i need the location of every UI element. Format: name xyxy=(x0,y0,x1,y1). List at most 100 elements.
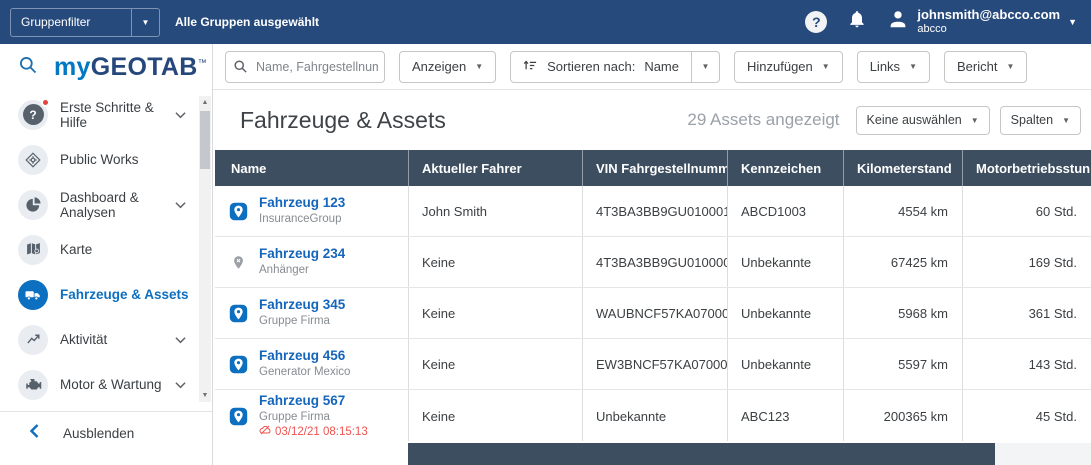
table-row[interactable]: Fahrzeug 123 InsuranceGroup John Smith 4… xyxy=(215,186,1091,237)
links-button[interactable]: Links ▼ xyxy=(856,50,930,83)
user-company: abcco xyxy=(917,23,947,36)
user-menu[interactable]: johnsmith@abcco.com abcco ▼ xyxy=(887,7,1077,36)
plate-cell: ABC123 xyxy=(727,390,843,443)
vin-cell: Unbekannte xyxy=(582,390,727,443)
location-pin-icon xyxy=(228,355,248,374)
map-icon xyxy=(18,234,48,265)
select-none-button[interactable]: Keine auswählen ▼ xyxy=(855,105,990,135)
groups-selected-text: Alle Gruppen ausgewählt xyxy=(175,15,320,29)
columns-button[interactable]: Spalten ▼ xyxy=(999,105,1081,135)
driver-cell: Keine xyxy=(408,339,582,389)
chevron-down-icon: ▼ xyxy=(909,62,917,71)
column-header-plate[interactable]: Kennzeichen xyxy=(727,150,843,186)
vin-cell: EW3BNCF57KA070000 xyxy=(582,339,727,389)
sidebar-item-label: Fahrzeuge & Assets xyxy=(60,287,189,302)
group-filter-label[interactable]: Gruppenfilter xyxy=(21,15,91,29)
search-icon[interactable] xyxy=(18,55,38,80)
search-icon xyxy=(233,59,248,79)
search-input[interactable] xyxy=(225,50,385,83)
scroll-up-icon[interactable]: ▲ xyxy=(201,99,209,106)
table-row[interactable]: Fahrzeug 345 Gruppe Firma Keine WAUBNCF5… xyxy=(215,288,1091,339)
column-header-name[interactable]: Name xyxy=(231,160,267,176)
chevron-down-icon[interactable]: ▼ xyxy=(131,8,159,36)
table-row[interactable]: Fahrzeug 456 Generator Mexico Keine EW3B… xyxy=(215,339,1091,390)
odometer-cell: 5597 km xyxy=(843,339,962,389)
top-bar: Gruppenfilter ▼ Alle Gruppen ausgewählt … xyxy=(0,0,1091,44)
scrollbar-thumb[interactable] xyxy=(200,111,210,169)
add-button[interactable]: Hinzufügen ▼ xyxy=(734,50,843,83)
odometer-cell: 67425 km xyxy=(843,237,962,287)
chevron-down-icon: ▼ xyxy=(970,115,979,125)
odometer-cell: 200365 km xyxy=(843,390,962,443)
odometer-cell: 5968 km xyxy=(843,288,962,338)
chevron-down-icon: ▼ xyxy=(475,62,484,71)
notifications-bell-icon[interactable] xyxy=(847,9,867,34)
sidebar-item-aktivitaet[interactable]: Aktivität xyxy=(0,317,212,362)
sidebar-item-public-works[interactable]: Public Works xyxy=(0,137,212,182)
user-avatar-icon xyxy=(887,8,909,35)
column-header-driver[interactable]: Aktueller Fahrer xyxy=(408,150,582,186)
show-button[interactable]: Anzeigen ▼ xyxy=(399,50,497,83)
chevron-down-icon: ▼ xyxy=(1062,115,1070,125)
plate-cell: Unbekannte xyxy=(727,237,843,287)
column-header-odometer[interactable]: Kilometerstand xyxy=(843,150,962,186)
vehicle-group: Gruppe Firma xyxy=(259,315,330,328)
cloud-off-icon xyxy=(259,424,271,440)
collapse-sidebar-button[interactable]: Ausblenden xyxy=(0,411,212,455)
engine-hours-cell: 45 Std. xyxy=(962,390,1091,443)
group-filter-dropdown[interactable]: Gruppenfilter ▼ xyxy=(10,7,160,37)
scroll-down-icon[interactable]: ▼ xyxy=(201,392,209,399)
sidebar-item-dashboard-analysen[interactable]: Dashboard & Analysen xyxy=(0,182,212,227)
sort-button[interactable]: Sortieren nach: Name xyxy=(511,52,691,82)
chevron-down-icon[interactable]: ▼ xyxy=(691,51,719,82)
location-pin-icon xyxy=(228,202,248,221)
vehicle-name-link[interactable]: Fahrzeug 345 xyxy=(259,297,346,313)
vehicle-group: InsuranceGroup xyxy=(259,213,342,226)
sidebar-item-erste-schritte-hilfe[interactable]: ? Erste Schritte & Hilfe xyxy=(0,92,212,137)
report-button[interactable]: Bericht ▼ xyxy=(943,50,1028,83)
vin-cell: 4T3BA3BB9GU010000 xyxy=(582,237,727,287)
sidebar-item-label: Public Works xyxy=(60,152,139,167)
chevron-down-icon: ▼ xyxy=(1006,62,1015,71)
vehicle-name-link[interactable]: Fahrzeug 567 xyxy=(259,392,346,408)
vehicle-name-link[interactable]: Fahrzeug 456 xyxy=(259,348,346,364)
location-pin-disconnected-icon xyxy=(228,255,248,270)
page-header: Fahrzeuge & Assets 29 Assets angezeigt K… xyxy=(213,90,1091,150)
engine-hours-cell: 143 Std. xyxy=(962,339,1091,389)
asset-search xyxy=(225,50,385,83)
driver-cell: John Smith xyxy=(408,186,582,236)
table-row[interactable]: Fahrzeug 234 Anhänger Keine 4T3BA3BB9GU0… xyxy=(215,237,1091,288)
engine-hours-cell: 169 Std. xyxy=(962,237,1091,287)
sidebar-item-motor-wartung[interactable]: Motor & Wartung xyxy=(0,362,212,407)
chevron-down-icon[interactable]: ▼ xyxy=(1068,16,1077,27)
user-email: johnsmith@abcco.com xyxy=(917,7,1061,23)
help-question-icon: ? xyxy=(18,97,50,130)
vehicle-group: Gruppe Firma xyxy=(259,410,330,423)
help-icon[interactable]: ? xyxy=(805,10,828,33)
odometer-cell: 4554 km xyxy=(843,186,962,236)
bottom-dark-bar xyxy=(408,443,995,465)
sort-icon xyxy=(523,58,538,76)
activity-chart-icon xyxy=(18,324,48,355)
chevron-down-icon: ▼ xyxy=(821,62,830,71)
chevron-left-icon xyxy=(29,424,39,443)
chevron-down-icon xyxy=(175,196,186,214)
diamond-compass-icon xyxy=(18,144,48,175)
sidebar-item-fahrzeuge-assets[interactable]: Fahrzeuge & Assets xyxy=(0,272,212,317)
pie-chart-icon xyxy=(18,189,48,220)
collapse-label: Ausblenden xyxy=(63,426,135,441)
vin-cell: 4T3BA3BB9GU010001 xyxy=(582,186,727,236)
sidebar-menu: ? Erste Schritte & Hilfe Public Works Da… xyxy=(0,90,212,407)
column-header-engine-hours[interactable]: Motorbetriebsstun... xyxy=(962,150,1091,186)
location-pin-icon xyxy=(228,304,248,323)
engine-icon xyxy=(18,369,48,400)
table-row[interactable]: Fahrzeug 567 Gruppe Firma 03/12/21 08:15… xyxy=(215,390,1091,444)
column-header-vin[interactable]: VIN Fahrgestellnumm... xyxy=(582,150,727,186)
sort-split-button: Sortieren nach: Name ▼ xyxy=(510,50,720,83)
sidebar-item-karte[interactable]: Karte xyxy=(0,227,212,272)
main-toolbar: Anzeigen▼ Sortieren nach:Name ▼ Hinzufüg… xyxy=(213,44,1091,90)
vehicle-name-link[interactable]: Fahrzeug 123 xyxy=(259,195,346,211)
vehicle-name-link[interactable]: Fahrzeug 234 xyxy=(259,246,346,262)
sidebar-item-label: Motor & Wartung xyxy=(60,377,162,392)
sidebar-scrollbar[interactable]: ▲ ▼ xyxy=(199,96,211,402)
